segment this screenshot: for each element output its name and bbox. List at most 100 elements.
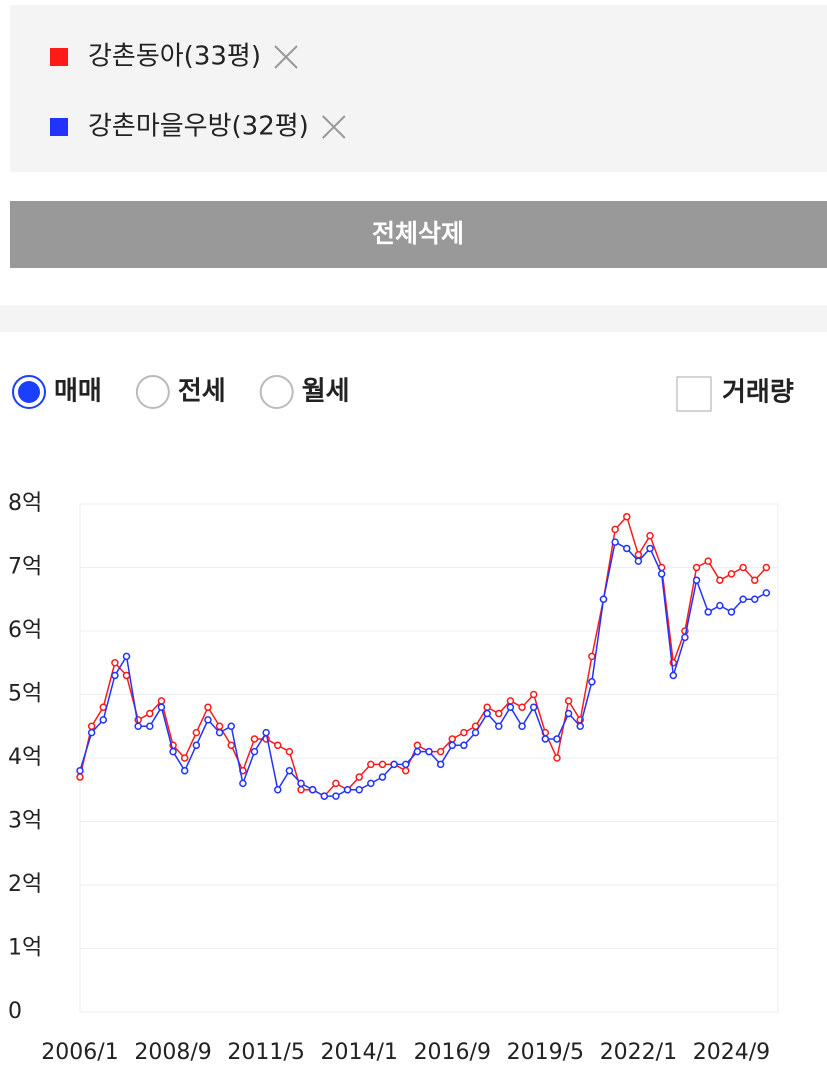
point <box>727 608 736 616</box>
y-tick-label: 3억 <box>8 809 42 834</box>
point <box>367 779 375 788</box>
point <box>111 659 119 667</box>
x-tick-label: 2014/1 <box>320 1040 397 1065</box>
point <box>623 512 631 521</box>
legend-swatch <box>50 118 68 136</box>
remove-icon[interactable] <box>274 45 298 69</box>
point <box>576 722 584 730</box>
point <box>192 741 201 750</box>
point <box>681 633 689 642</box>
point <box>716 601 724 610</box>
point <box>471 728 480 737</box>
point <box>704 608 712 616</box>
point <box>99 716 108 724</box>
point <box>425 747 433 756</box>
point <box>588 678 596 686</box>
point <box>623 544 631 553</box>
point <box>529 703 538 711</box>
point <box>716 576 724 584</box>
point <box>541 735 550 743</box>
point <box>553 735 561 743</box>
clear-button[interactable] <box>10 201 827 268</box>
y-tick-label: 0 <box>8 999 22 1024</box>
point <box>436 760 445 769</box>
point <box>297 779 305 788</box>
point <box>332 792 340 800</box>
point <box>343 786 352 794</box>
point <box>611 538 619 546</box>
point <box>180 754 189 762</box>
point <box>355 786 363 794</box>
point <box>564 697 573 705</box>
point <box>227 741 235 750</box>
radio-label: 전세 <box>178 377 226 407</box>
point <box>646 532 654 540</box>
point <box>506 697 515 705</box>
y-tick-label: 1억 <box>8 936 42 961</box>
point <box>413 741 422 750</box>
point <box>634 557 643 565</box>
point <box>495 722 503 730</box>
point <box>297 786 305 794</box>
point <box>378 760 387 769</box>
point <box>518 703 526 711</box>
point <box>87 722 96 730</box>
point <box>76 773 84 781</box>
point <box>157 703 166 711</box>
y-tick-label: 5억 <box>8 682 42 707</box>
point <box>285 747 294 756</box>
y-tick-label: 6억 <box>8 618 42 643</box>
legend-swatch <box>50 48 68 66</box>
point <box>692 563 701 572</box>
series-line <box>79 515 767 798</box>
x-tick-label: 2008/9 <box>134 1040 211 1065</box>
point <box>169 747 177 756</box>
point <box>483 709 491 718</box>
point <box>704 557 712 565</box>
point <box>762 589 771 597</box>
remove-icon[interactable] <box>322 115 346 139</box>
radio[interactable] <box>259 375 294 409</box>
point <box>367 760 375 769</box>
point <box>669 671 678 680</box>
point <box>727 570 736 578</box>
point <box>460 728 468 737</box>
radio-dot <box>18 381 40 403</box>
y-tick-label: 4억 <box>8 745 42 770</box>
x-tick-label: 2011/5 <box>227 1040 304 1065</box>
point <box>692 576 701 584</box>
radio-label: 월세 <box>302 377 350 407</box>
point <box>739 563 747 572</box>
point <box>355 773 363 781</box>
point <box>739 595 747 603</box>
x-tick-label: 2022/1 <box>600 1040 677 1065</box>
x-tick-label: 2016/9 <box>414 1040 491 1065</box>
point <box>250 747 259 756</box>
point <box>157 697 166 705</box>
point <box>413 747 422 756</box>
point <box>180 766 189 775</box>
point <box>460 741 468 750</box>
point <box>495 709 503 718</box>
point <box>250 735 259 743</box>
point <box>134 722 142 730</box>
clear-button-label: 전체삭제 <box>372 219 464 248</box>
point <box>448 741 457 750</box>
point <box>215 728 224 737</box>
point <box>436 747 445 756</box>
point <box>146 722 154 730</box>
point <box>192 728 201 737</box>
volume-checkbox[interactable] <box>676 376 712 412</box>
series-line <box>79 540 767 797</box>
legend-label: 강촌마을우방(32평) <box>88 112 309 142</box>
point <box>332 779 340 788</box>
point <box>401 766 410 775</box>
radio[interactable] <box>135 375 170 409</box>
point <box>308 786 317 794</box>
volume-label: 거래량 <box>722 378 794 408</box>
point <box>122 652 131 661</box>
point <box>239 779 247 788</box>
y-tick-label: 7억 <box>8 555 42 580</box>
radio-label: 매매 <box>54 377 102 407</box>
point <box>401 760 410 769</box>
